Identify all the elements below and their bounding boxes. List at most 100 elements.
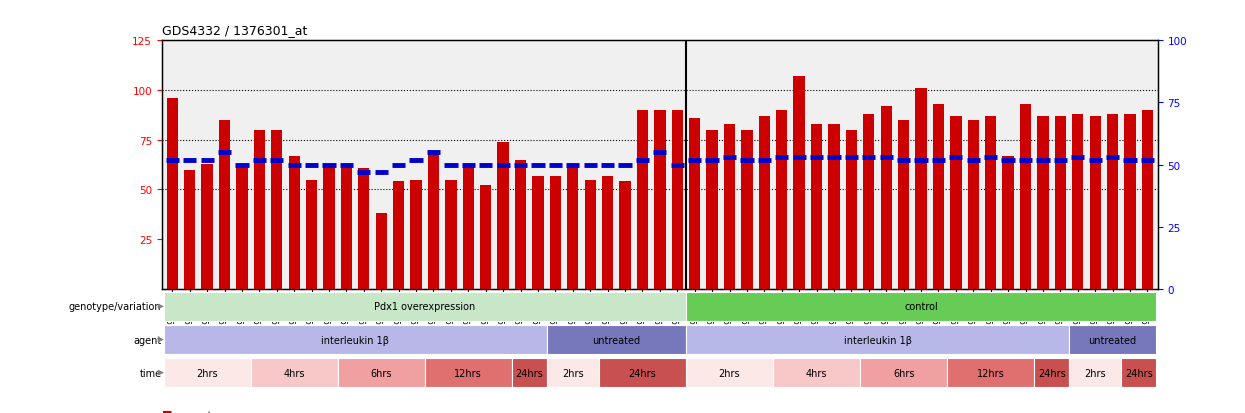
Bar xyxy=(202,164,213,289)
Bar xyxy=(773,358,860,387)
Bar xyxy=(915,89,926,289)
Bar xyxy=(619,182,631,289)
Bar xyxy=(512,358,547,387)
Bar xyxy=(686,292,1157,321)
Text: 12hrs: 12hrs xyxy=(977,368,1005,378)
Bar xyxy=(810,125,822,289)
Bar xyxy=(498,142,509,289)
Text: interleukin 1β: interleukin 1β xyxy=(844,335,911,345)
Bar xyxy=(167,99,178,289)
Bar xyxy=(863,115,874,289)
Bar xyxy=(671,111,684,289)
Bar xyxy=(898,121,909,289)
Bar xyxy=(1089,116,1101,289)
Bar xyxy=(985,116,996,289)
Bar xyxy=(324,166,335,289)
Bar xyxy=(845,131,857,289)
Bar xyxy=(393,182,405,289)
Bar xyxy=(515,160,527,289)
Text: 24hrs: 24hrs xyxy=(1038,368,1066,378)
Bar xyxy=(1142,111,1153,289)
Text: 2hrs: 2hrs xyxy=(1084,368,1106,378)
Bar xyxy=(1002,156,1013,289)
Bar xyxy=(411,180,422,289)
Text: agent: agent xyxy=(133,335,162,345)
Bar xyxy=(758,116,769,289)
Bar xyxy=(250,358,337,387)
Bar xyxy=(254,131,265,289)
Bar xyxy=(463,166,474,289)
Text: 4hrs: 4hrs xyxy=(806,368,828,378)
Bar xyxy=(163,358,250,387)
Bar xyxy=(1020,105,1031,289)
Text: time: time xyxy=(139,368,162,378)
Bar xyxy=(601,176,614,289)
Bar xyxy=(793,77,804,289)
Bar xyxy=(933,105,944,289)
Bar xyxy=(533,176,544,289)
Text: 4hrs: 4hrs xyxy=(284,368,305,378)
Text: count: count xyxy=(184,410,212,413)
Bar xyxy=(1107,115,1118,289)
Bar xyxy=(950,116,961,289)
Bar xyxy=(547,358,599,387)
Bar xyxy=(306,180,317,289)
Bar xyxy=(481,186,492,289)
Bar xyxy=(880,107,891,289)
Bar xyxy=(599,358,686,387)
Bar xyxy=(337,358,425,387)
Bar xyxy=(446,180,457,289)
Bar xyxy=(686,325,1069,354)
Bar xyxy=(741,131,752,289)
Bar xyxy=(219,121,230,289)
Text: untreated: untreated xyxy=(593,335,640,345)
Bar xyxy=(1069,325,1157,354)
Text: 2hrs: 2hrs xyxy=(197,368,218,378)
Text: 24hrs: 24hrs xyxy=(629,368,656,378)
Bar xyxy=(585,180,596,289)
Text: 12hrs: 12hrs xyxy=(454,368,482,378)
Bar xyxy=(776,111,787,289)
Bar xyxy=(1037,116,1048,289)
Bar xyxy=(706,131,718,289)
Text: 24hrs: 24hrs xyxy=(515,368,543,378)
Bar xyxy=(359,168,370,289)
Bar xyxy=(723,125,735,289)
Bar xyxy=(1072,115,1083,289)
Bar xyxy=(1122,358,1157,387)
Bar xyxy=(636,111,649,289)
Text: control: control xyxy=(904,301,937,312)
Bar xyxy=(376,214,387,289)
Bar xyxy=(947,358,1035,387)
Bar xyxy=(1124,115,1135,289)
Bar xyxy=(341,164,352,289)
Text: ■: ■ xyxy=(162,409,172,413)
Bar xyxy=(271,131,283,289)
Bar xyxy=(828,125,839,289)
Bar xyxy=(1055,116,1066,289)
Bar xyxy=(1069,358,1122,387)
Text: 6hrs: 6hrs xyxy=(371,368,392,378)
Bar xyxy=(184,170,195,289)
Bar xyxy=(547,325,686,354)
Bar xyxy=(686,358,773,387)
Text: genotype/variation: genotype/variation xyxy=(68,301,162,312)
Text: 2hrs: 2hrs xyxy=(718,368,741,378)
Bar xyxy=(289,156,300,289)
Bar xyxy=(237,166,248,289)
Text: interleukin 1β: interleukin 1β xyxy=(321,335,390,345)
Bar xyxy=(688,119,701,289)
Bar xyxy=(1035,358,1069,387)
Bar xyxy=(428,154,439,289)
Text: 24hrs: 24hrs xyxy=(1124,368,1153,378)
Bar xyxy=(550,176,561,289)
Bar xyxy=(860,358,947,387)
Text: Pdx1 overexpression: Pdx1 overexpression xyxy=(375,301,476,312)
Text: 2hrs: 2hrs xyxy=(561,368,584,378)
Bar xyxy=(967,121,979,289)
Bar xyxy=(163,325,547,354)
Bar xyxy=(568,164,579,289)
Text: 6hrs: 6hrs xyxy=(893,368,914,378)
Text: untreated: untreated xyxy=(1088,335,1137,345)
Bar xyxy=(425,358,512,387)
